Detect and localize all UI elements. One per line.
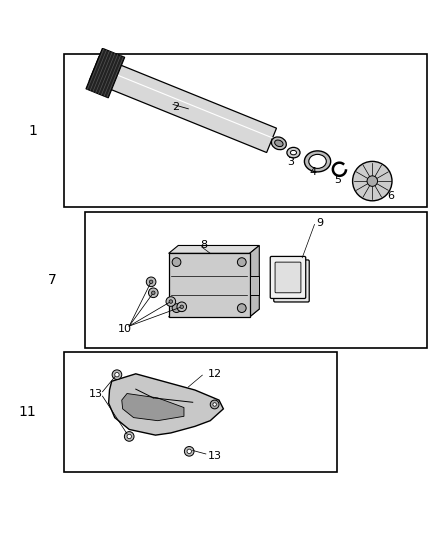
Circle shape — [353, 161, 392, 201]
Circle shape — [152, 291, 155, 295]
Text: 8: 8 — [200, 240, 207, 249]
Circle shape — [187, 449, 191, 454]
Circle shape — [166, 297, 176, 306]
Text: 13: 13 — [88, 390, 102, 399]
Text: 3: 3 — [287, 157, 294, 167]
Polygon shape — [109, 374, 223, 435]
Text: 13: 13 — [208, 451, 222, 461]
Ellipse shape — [309, 155, 326, 168]
Bar — [64, 352, 337, 472]
Circle shape — [124, 432, 134, 441]
Text: 1: 1 — [28, 124, 37, 138]
Circle shape — [148, 288, 158, 297]
Circle shape — [146, 277, 156, 287]
Circle shape — [210, 400, 219, 409]
Bar — [250, 276, 259, 295]
Bar — [85, 212, 427, 348]
Circle shape — [169, 300, 173, 303]
Circle shape — [112, 370, 122, 379]
Text: 11: 11 — [19, 405, 36, 419]
FancyBboxPatch shape — [274, 260, 309, 302]
Circle shape — [180, 305, 184, 309]
Circle shape — [172, 304, 181, 312]
Ellipse shape — [287, 147, 300, 158]
Circle shape — [213, 403, 216, 406]
Circle shape — [127, 434, 131, 439]
Polygon shape — [169, 246, 259, 253]
Ellipse shape — [275, 140, 283, 147]
FancyBboxPatch shape — [270, 256, 306, 298]
Bar — [169, 253, 250, 317]
Circle shape — [177, 302, 187, 312]
Text: 12: 12 — [208, 369, 222, 379]
Ellipse shape — [290, 150, 297, 155]
Circle shape — [172, 258, 181, 266]
Ellipse shape — [272, 137, 286, 150]
Text: 5: 5 — [335, 175, 342, 185]
Circle shape — [184, 447, 194, 456]
Polygon shape — [122, 393, 184, 421]
Text: 4: 4 — [310, 167, 317, 177]
Polygon shape — [89, 56, 276, 152]
Polygon shape — [86, 48, 125, 98]
Bar — [64, 54, 427, 207]
Circle shape — [367, 176, 378, 187]
Circle shape — [237, 304, 246, 312]
Text: 10: 10 — [118, 324, 132, 334]
Polygon shape — [250, 246, 259, 317]
Text: 9: 9 — [316, 217, 323, 228]
Circle shape — [237, 258, 246, 266]
Text: 2: 2 — [172, 102, 179, 111]
Polygon shape — [169, 309, 259, 317]
FancyBboxPatch shape — [275, 262, 301, 293]
Ellipse shape — [304, 151, 331, 172]
Circle shape — [149, 280, 153, 284]
Circle shape — [115, 373, 119, 377]
Text: 7: 7 — [48, 273, 57, 287]
Text: 6: 6 — [387, 191, 394, 201]
